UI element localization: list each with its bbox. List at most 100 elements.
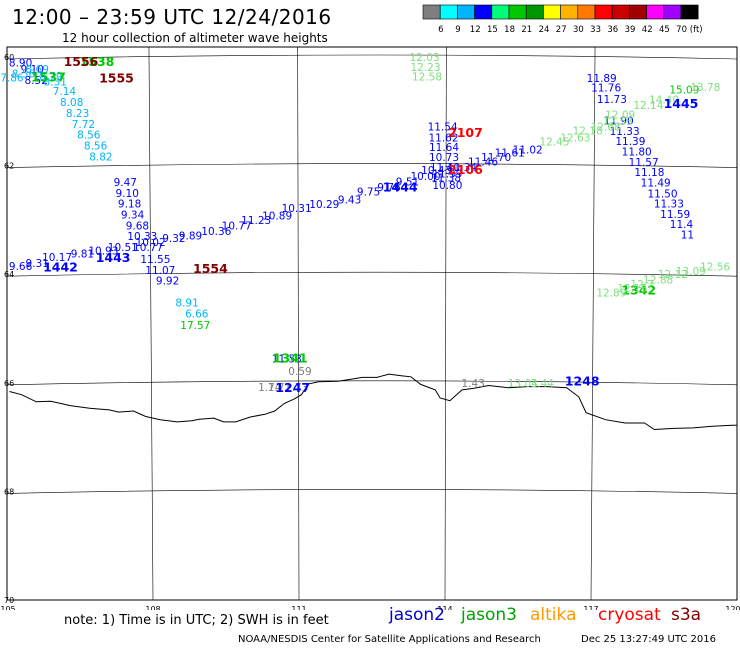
colorbar-swatch: [680, 4, 699, 20]
track-jason2-orbit: 1442 1443 1444 1445 1248 1247: [43, 96, 698, 395]
colorbar-label: 18: [504, 25, 515, 35]
wave-height-value: 8.79: [39, 71, 62, 83]
wave-height-value: 11.38: [431, 173, 461, 185]
page-title: 12:00 – 23:59 UTC 12/24/2016: [12, 5, 332, 29]
colorbar-label: 30: [573, 25, 584, 35]
latitude-label: 64: [4, 270, 14, 279]
wave-height-value: 12.12: [658, 269, 688, 281]
wave-height-value: 11.80: [622, 147, 652, 159]
wave-height-value: 11.02: [513, 144, 543, 156]
orbit-label: 1538: [80, 54, 115, 69]
wave-height-value: 11.53: [272, 353, 302, 365]
wave-height-value: 12.45: [539, 137, 569, 149]
wave-height-value: 9.76: [377, 182, 401, 194]
coastline: [9, 373, 737, 431]
wave-height-value: 11.23: [241, 215, 271, 227]
wave-height-value: 10.29: [309, 199, 339, 211]
wave-height-value: 11.90: [604, 116, 634, 128]
wave-height-value: 11: [681, 230, 694, 242]
track-jason2: 9.669.3110.179.8110.9310.5110.029.329.89…: [9, 57, 694, 365]
wave-height-value: 9.34: [121, 210, 145, 222]
wave-height-value: 11.59: [660, 209, 690, 221]
legend-jason2: jason2: [389, 605, 445, 625]
wave-height-value: 12.56: [700, 262, 730, 274]
parallel-line: [6, 271, 738, 277]
map-frame: [6, 46, 738, 601]
wave-height-value: 11.4: [670, 219, 694, 231]
wave-height-value: 1.71: [268, 382, 291, 394]
orbit-label: 1248: [565, 374, 600, 389]
wave-height-value: 3.44: [531, 378, 555, 390]
colorbar-label: 24: [539, 25, 550, 35]
colorbar-label: 12: [470, 25, 481, 35]
wave-height-value: 10.73: [429, 152, 459, 164]
wave-height-value: 11.76: [591, 82, 621, 94]
orbit-label: 2107: [448, 125, 483, 140]
wave-height-value: 9.31: [26, 258, 49, 270]
colorbar-label: 45: [659, 25, 670, 35]
orbit-label: 1442: [43, 260, 78, 275]
wave-height-value: 10.00: [410, 171, 440, 183]
wave-height-value: 8.08: [60, 97, 83, 109]
wave-height-value: 12.23: [410, 62, 440, 74]
wave-height-value: 8.56: [12, 68, 36, 80]
colorbar-label: 33: [590, 25, 601, 35]
wave-height-value: 11.34: [447, 162, 477, 174]
longitude-label: 114: [437, 605, 452, 610]
wave-height-value: 10.17: [42, 252, 72, 264]
wave-height-value: 9.32: [162, 233, 185, 245]
parallel-line: [6, 380, 738, 386]
wave-height-value: 14.40: [649, 94, 679, 106]
orbit-label: 1556: [64, 54, 99, 69]
wave-height-value: 11.39: [615, 136, 645, 148]
orbit-label: 1555: [99, 71, 134, 86]
wave-height-value: 11.40: [430, 162, 460, 174]
wave-height-value: 10.77: [222, 220, 252, 232]
wave-height-value: 11.50: [647, 188, 677, 200]
wave-height-value: 13.09: [676, 266, 706, 278]
wave-height-value: 12.14: [633, 100, 663, 112]
wave-height-value: 8.23: [66, 108, 89, 120]
wave-height-value: 11.89: [587, 73, 617, 85]
page-subtitle: 12 hour collection of altimeter wave hei…: [62, 31, 328, 45]
wave-height-value: 9.68: [126, 220, 149, 232]
wave-height-value: 12.89: [596, 288, 626, 300]
wave-height-value: 11.46: [468, 156, 498, 168]
wave-height-value: 1.73: [285, 382, 308, 394]
latitude-label: 62: [4, 162, 14, 171]
wave-height-value: 9.10: [116, 188, 139, 200]
latitude-label: 70: [4, 596, 14, 605]
wave-height-value: 1.43: [462, 378, 485, 390]
meridian-line: [590, 46, 596, 601]
wave-height-value: 11.54: [428, 122, 458, 134]
latitude-label: 66: [4, 379, 14, 388]
wave-height-value: 12.7: [630, 279, 653, 291]
wave-height-value: 11.64: [429, 142, 459, 154]
wave-height-value: 10.36: [201, 226, 231, 238]
wave-height-value: 11.62: [428, 132, 458, 144]
wave-height-value: 10.31: [282, 203, 312, 215]
wave-height-value: 11.39: [432, 169, 462, 181]
meridian-line: [444, 46, 447, 601]
wave-height-value: 10.77: [133, 242, 163, 254]
wave-height-value: 11.33: [654, 199, 684, 211]
colorbar-label: 39: [625, 25, 636, 35]
wave-height-value: 8.69: [26, 64, 49, 76]
orbit-label: 1247: [275, 380, 310, 395]
colorbar-unit: (ft): [690, 25, 703, 35]
parallel-line: [6, 163, 738, 168]
latitude-label: 68: [4, 487, 14, 496]
orbit-label: 1554: [193, 261, 228, 276]
wave-height-value: 12.58: [412, 72, 442, 84]
colorbar-label: 6: [438, 25, 443, 35]
wave-height-value: 9.51: [396, 176, 419, 188]
orbit-label: 1443: [96, 250, 131, 265]
longitude-label: 111: [291, 605, 306, 610]
colorbar-label: 21: [521, 25, 532, 35]
wave-height-value: 8.56: [84, 141, 108, 153]
wave-height-value: 8.91: [175, 297, 198, 309]
legend-jason3: jason3: [461, 605, 517, 625]
wave-height-value: 13.04: [508, 378, 538, 390]
